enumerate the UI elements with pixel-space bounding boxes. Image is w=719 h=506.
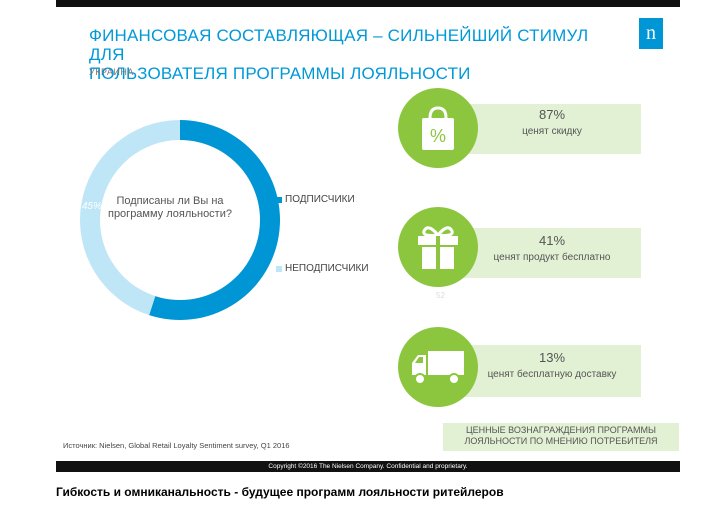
slide-top-bar xyxy=(56,0,680,7)
copyright-text: Copyright ©2016 The Nielsen Company. Con… xyxy=(268,463,468,470)
reward-free-delivery-box: 13% ценят бесплатную доставку xyxy=(463,345,641,397)
legend-non-subscribers: НЕПОДПИСЧИКИ xyxy=(276,263,369,274)
shopping-bag-percent-icon: % xyxy=(398,88,478,168)
article-caption: Гибкость и омниканальность - будущее про… xyxy=(56,485,504,499)
delivery-truck-icon xyxy=(398,327,478,407)
slide-bottom-bar xyxy=(56,461,680,472)
faded-number: 52 xyxy=(436,291,445,300)
legend-label-subscribers: ПОДПИСЧИКИ xyxy=(285,194,355,205)
loyalty-donut-chart xyxy=(80,120,281,320)
reward-discount-text: ценят скидку xyxy=(522,126,582,137)
non-subscribers-percent-label: 45% xyxy=(82,201,103,212)
svg-text:%: % xyxy=(430,126,446,146)
reward-discount-box: 87% ценят скидку xyxy=(463,104,641,154)
legend-subscribers: ПОДПИСЧИКИ xyxy=(276,194,355,205)
reward-free-delivery-percent: 13% xyxy=(538,350,566,365)
donut-slice-subscribers xyxy=(149,120,281,320)
reward-discount-percent: 87% xyxy=(538,107,566,122)
slide-subtitle: УКРАИНА xyxy=(89,67,134,77)
reward-free-delivery-text: ценят бесплатную доставку xyxy=(487,369,617,380)
subscribers-percent-label: 55% xyxy=(236,228,257,239)
legend-label-non-subscribers: НЕПОДПИСЧИКИ xyxy=(285,263,369,274)
gift-icon xyxy=(398,207,478,287)
reward-free-product-percent: 41% xyxy=(538,233,566,248)
slide-title-line1: ФИНАНСОВАЯ СОСТАВЛЯЮЩАЯ – СИЛЬНЕЙШИЙ СТИ… xyxy=(89,26,589,64)
donut-slice-non-subscribers xyxy=(80,120,180,316)
rewards-value-note-line1: ЦЕННЫЕ ВОЗНАГРАЖДЕНИЯ ПРОГРАММЫ xyxy=(466,425,656,435)
reward-free-product-box: 41% ценят продукт бесплатно xyxy=(463,228,641,278)
legend-swatch-subscribers xyxy=(276,196,282,203)
reward-free-product-text: ценят продукт бесплатно xyxy=(493,252,611,263)
legend-swatch-non-subscribers xyxy=(276,265,282,272)
nielsen-logo: n xyxy=(639,18,663,49)
source-note: Источник: Nielsen, Global Retail Loyalty… xyxy=(63,441,290,450)
slide-title-line2: ПОЛЬЗОВАТЕЛЯ ПРОГРАММЫ ЛОЯЛЬНОСТИ xyxy=(89,64,471,83)
donut-question: Подписаны ли Вы на программу лояльности? xyxy=(107,195,232,220)
rewards-value-note-line2: ЛОЯЛЬНОСТИ ПО МНЕНИЮ ПОТРЕБИТЕЛЯ xyxy=(464,436,658,446)
rewards-value-note: ЦЕННЫЕ ВОЗНАГРАЖДЕНИЯ ПРОГРАММЫ ЛОЯЛЬНОС… xyxy=(443,423,679,451)
slide-title: ФИНАНСОВАЯ СОСТАВЛЯЮЩАЯ – СИЛЬНЕЙШИЙ СТИ… xyxy=(89,26,619,83)
